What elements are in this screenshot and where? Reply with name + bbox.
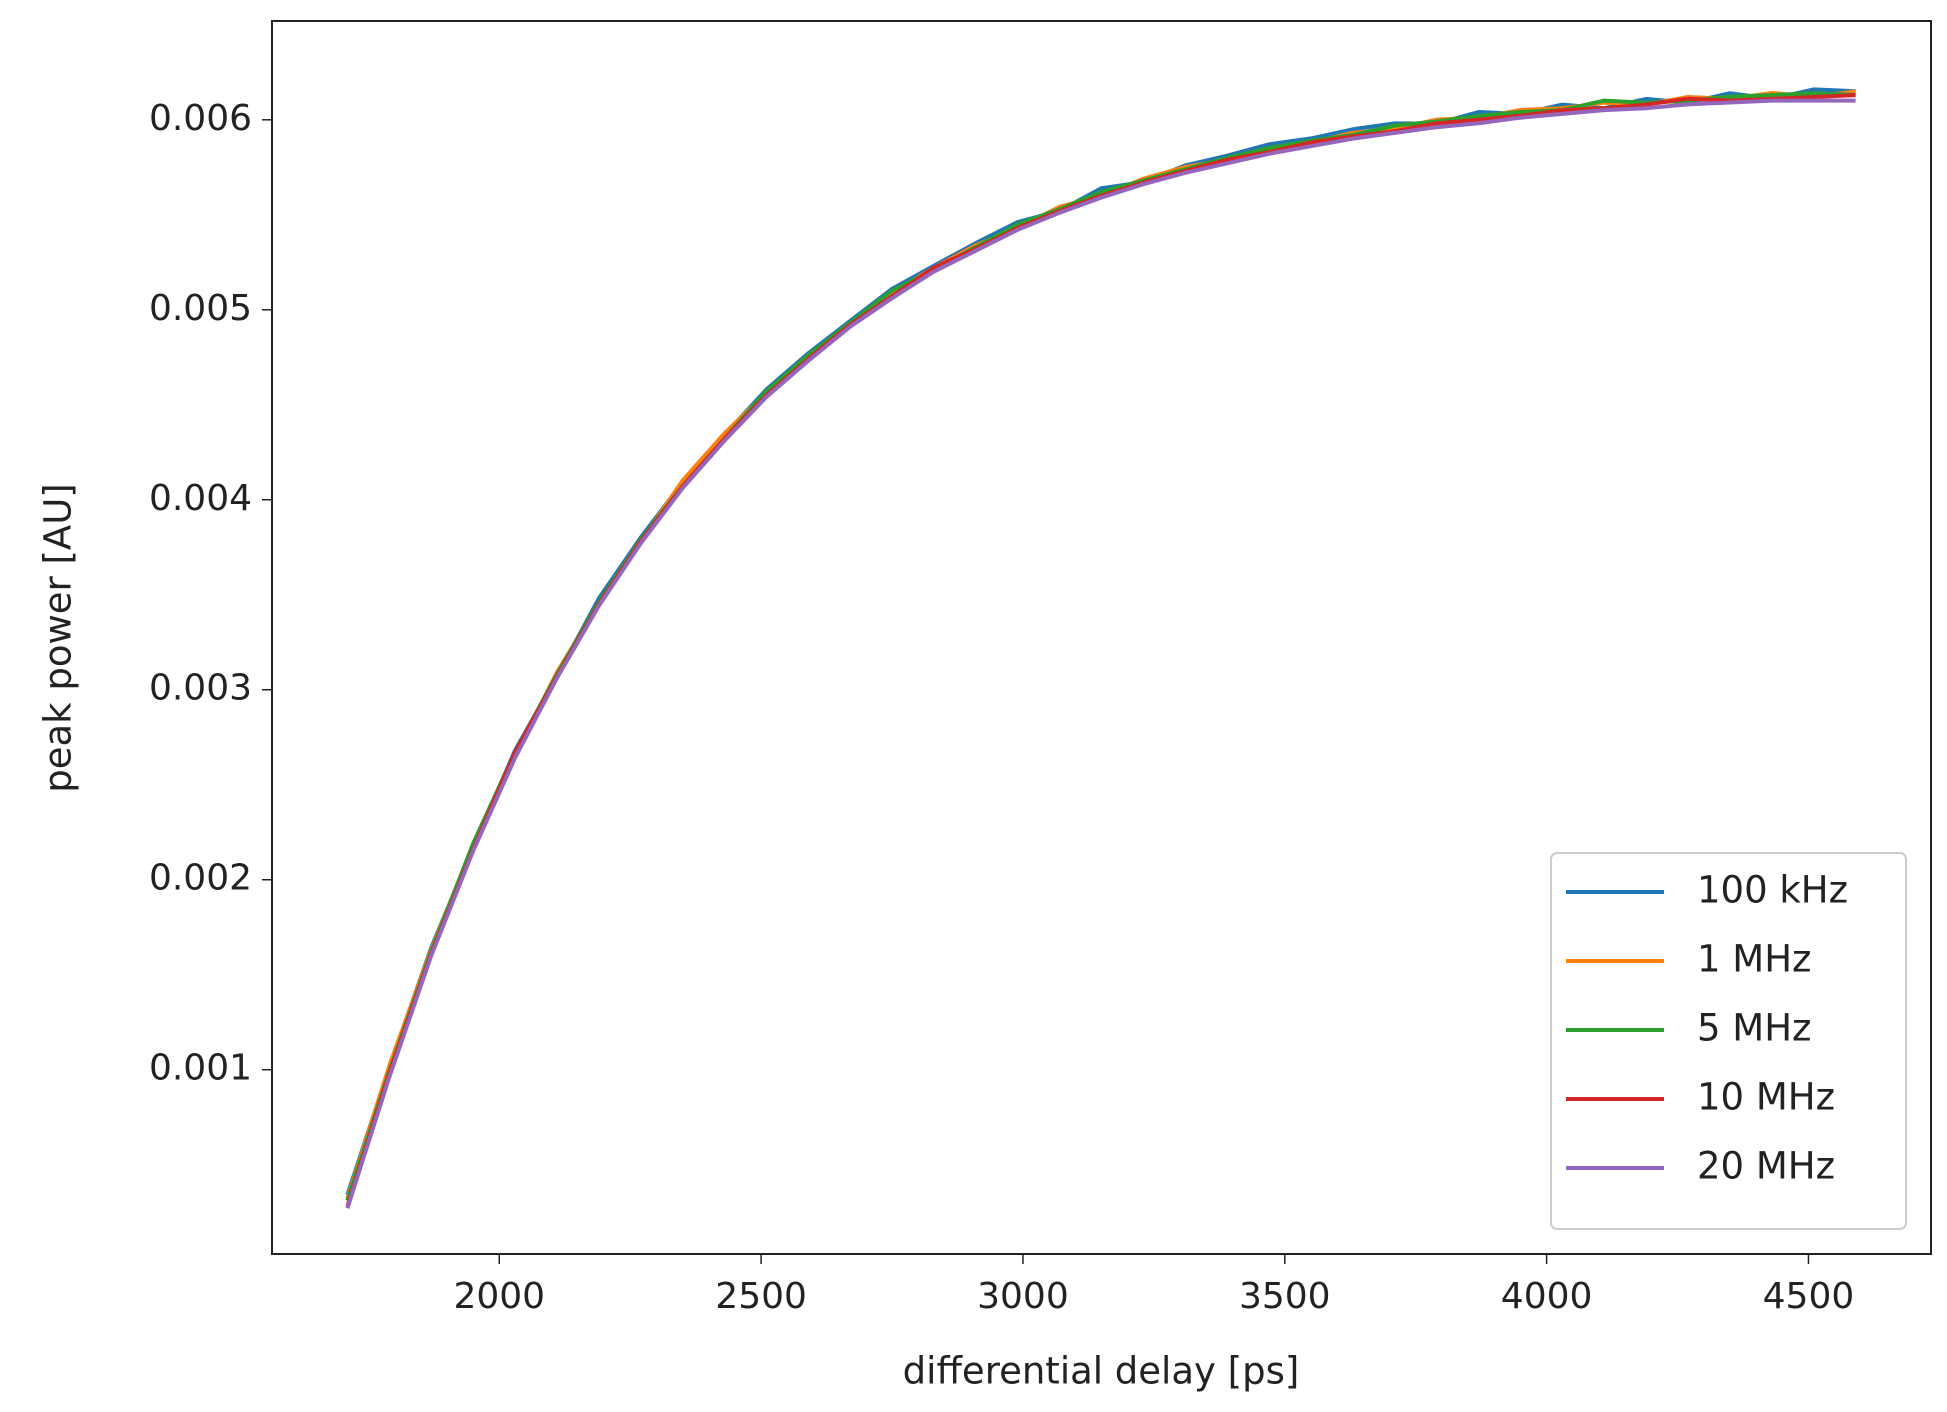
y-tick-label: 0.005: [149, 288, 252, 329]
legend-box: [1550, 852, 1907, 1230]
y-tick-label: 0.004: [149, 478, 252, 519]
x-axis-label: differential delay [ps]: [903, 1350, 1300, 1393]
y-axis-label: peak power [AU]: [37, 483, 80, 793]
x-tick-label: 2500: [715, 1276, 807, 1317]
x-tick-label: 4500: [1763, 1276, 1855, 1317]
x-tick-label: 3500: [1239, 1276, 1331, 1317]
y-tick-label: 0.002: [149, 858, 252, 899]
legend-label: 10 MHz: [1697, 1076, 1835, 1119]
legend-label: 1 MHz: [1697, 938, 1811, 981]
data-line: [345, 98, 1856, 1209]
y-tick-label: 0.003: [149, 668, 252, 709]
y-tick-label: 0.006: [149, 98, 252, 139]
y-tick-label: 0.001: [149, 1048, 252, 1089]
x-tick-label: 2000: [453, 1276, 545, 1317]
legend-label: 5 MHz: [1697, 1007, 1811, 1050]
legend-label: 20 MHz: [1697, 1145, 1835, 1188]
x-tick-label: 3000: [977, 1276, 1069, 1317]
plot-frame: [271, 20, 1932, 1255]
legend-label: 100 kHz: [1697, 869, 1848, 912]
x-tick-label: 4000: [1501, 1276, 1593, 1317]
legend: 100 kHz 1 MHz 5 MHz 10 MHz 20 MHz: [1550, 852, 1907, 1230]
